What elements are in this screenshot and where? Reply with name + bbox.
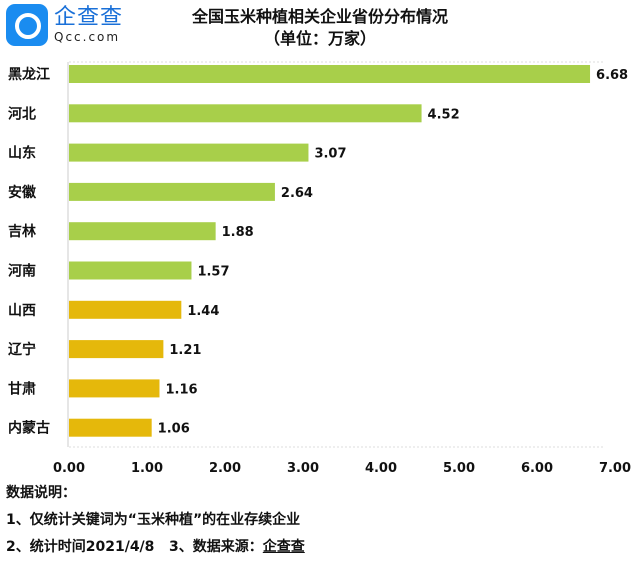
x-tick-label: 6.00 (521, 461, 553, 476)
category-label: 辽宁 (8, 341, 36, 358)
value-label: 4.52 (428, 107, 460, 122)
bar (69, 222, 216, 241)
qcc-logo-icon (6, 4, 48, 46)
category-label: 河北 (8, 105, 36, 122)
category-label: 内蒙古 (8, 420, 50, 437)
notes-line1: 1、仅统计关键词为“玉米种植”的在业存续企业 (6, 512, 301, 528)
x-tick-label: 1.00 (131, 461, 163, 476)
bar (69, 300, 182, 319)
value-label: 6.68 (596, 68, 628, 83)
chart-title-block: 全国玉米种植相关企业省份分布情况 （单位：万家） (150, 6, 490, 50)
value-label: 3.07 (314, 147, 346, 162)
value-label: 1.21 (169, 343, 201, 358)
logo-cn: 企查查 (54, 5, 124, 30)
value-label: 1.88 (222, 225, 254, 240)
value-label: 2.64 (281, 186, 313, 201)
chart-subtitle: （单位：万家） (263, 29, 376, 48)
data-notes: 数据说明： 1、仅统计关键词为“玉米种植”的在业存续企业 2、统计时间2021/… (6, 480, 305, 561)
category-label: 山东 (8, 145, 36, 162)
bar (69, 65, 591, 83)
x-tick-label: 7.00 (599, 461, 631, 476)
bar (69, 104, 422, 123)
x-tick-label: 4.00 (365, 461, 397, 476)
notes-heading: 数据说明： (6, 485, 76, 501)
bar (69, 182, 275, 201)
x-tick-label: 5.00 (443, 461, 475, 476)
notes-line2: 2、统计时间2021/4/8 3、数据来源：企查查 (6, 534, 305, 561)
category-label: 安徽 (8, 184, 37, 201)
notes-line2-prefix: 2、统计时间2021/4/8 3、数据来源： (6, 539, 263, 555)
bar (69, 418, 152, 437)
value-label: 1.44 (187, 304, 219, 319)
category-label: 山西 (8, 303, 36, 319)
category-label: 黑龙江 (8, 66, 50, 83)
bar (69, 261, 192, 280)
value-label: 1.06 (158, 422, 190, 437)
x-tick-label: 2.00 (209, 461, 241, 476)
bar-chart: 黑龙江 6.68 河北 4.52 山东 3.07 安徽 2.64 吉林 1.88 河南 1.57 山西 1… (8, 61, 631, 476)
category-label: 吉林 (8, 223, 36, 240)
bar (69, 143, 309, 162)
notes-source: 企查查 (262, 539, 305, 555)
x-tick-label: 3.00 (287, 461, 319, 476)
bar (69, 379, 160, 398)
logo-en: Qcc.com (54, 30, 121, 44)
qcc-logo: 企查查 Qcc.com (6, 4, 123, 46)
bar (69, 340, 164, 359)
category-label: 河南 (8, 263, 36, 280)
category-label: 甘肃 (8, 380, 36, 397)
chart-title: 全国玉米种植相关企业省份分布情况 (191, 7, 448, 26)
x-tick-label: 0.00 (53, 461, 85, 476)
value-label: 1.16 (165, 382, 197, 397)
value-label: 1.57 (197, 265, 229, 280)
